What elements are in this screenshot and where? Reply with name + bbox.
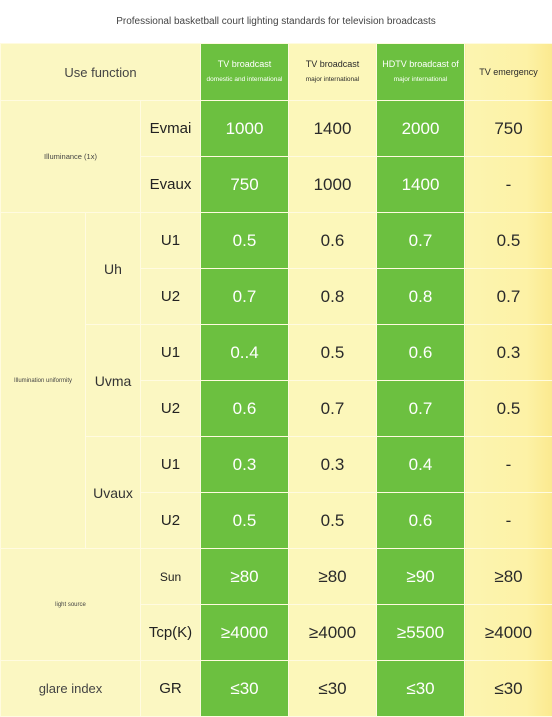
value-cell: 0.6	[201, 381, 289, 437]
value-cell: ≤30	[289, 661, 377, 717]
value-cell: -	[465, 493, 552, 549]
illuminance-label: Illuminance (1x)	[1, 101, 141, 213]
value-cell: ≥4000	[289, 605, 377, 661]
value-cell: ≥80	[465, 549, 552, 605]
metric-label: GR	[141, 661, 201, 717]
table-row: Illumination uniformity Uh U1 0.5 0.6 0.…	[1, 213, 552, 269]
metric-label: Evaux	[141, 157, 201, 213]
metric-label: U1	[141, 325, 201, 381]
uh-label: Uh	[86, 213, 141, 325]
value-cell: ≥4000	[201, 605, 289, 661]
metric-label: Tcp(K)	[141, 605, 201, 661]
value-cell: ≥4000	[465, 605, 552, 661]
light-source-label: light source	[1, 549, 141, 661]
value-cell: 0.3	[201, 437, 289, 493]
metric-label: Sun	[141, 549, 201, 605]
value-cell: 2000	[377, 101, 465, 157]
value-cell: 0.6	[289, 213, 377, 269]
value-cell: 0.5	[465, 213, 552, 269]
table-row: Illuminance (1x) Evmai 1000 1400 2000 75…	[1, 101, 552, 157]
value-cell: 1400	[289, 101, 377, 157]
value-cell: ≤30	[465, 661, 552, 717]
value-cell: 0.7	[377, 213, 465, 269]
value-cell: 0.7	[289, 381, 377, 437]
value-cell: ≥90	[377, 549, 465, 605]
table-row: glare index GR ≤30 ≤30 ≤30 ≤30	[1, 661, 552, 717]
value-cell: 0.8	[377, 269, 465, 325]
glare-label: glare index	[1, 661, 141, 717]
value-cell: 1000	[289, 157, 377, 213]
value-cell: -	[465, 437, 552, 493]
value-cell: 0.8	[289, 269, 377, 325]
value-cell: 750	[465, 101, 552, 157]
value-cell: 0.5	[289, 325, 377, 381]
value-cell: 0.6	[377, 493, 465, 549]
value-cell: 0.7	[465, 269, 552, 325]
metric-label: U1	[141, 437, 201, 493]
value-cell: 1000	[201, 101, 289, 157]
use-function-header: Use function	[1, 44, 201, 101]
value-cell: 0..4	[201, 325, 289, 381]
value-cell: -	[465, 157, 552, 213]
metric-label: Evmai	[141, 101, 201, 157]
metric-label: U2	[141, 269, 201, 325]
value-cell: 0.5	[201, 213, 289, 269]
value-cell: ≥5500	[377, 605, 465, 661]
column-header-4: TV emergency	[465, 44, 552, 101]
value-cell: 0.3	[289, 437, 377, 493]
value-cell: 1400	[377, 157, 465, 213]
uvaux-label: Uvaux	[86, 437, 141, 549]
table-row: light source Sun ≥80 ≥80 ≥90 ≥80	[1, 549, 552, 605]
value-cell: 0.5	[465, 381, 552, 437]
uniformity-label: Illumination uniformity	[1, 213, 86, 549]
value-cell: 0.7	[377, 381, 465, 437]
metric-label: U1	[141, 213, 201, 269]
value-cell: ≥80	[201, 549, 289, 605]
value-cell: 0.7	[201, 269, 289, 325]
metric-label: U2	[141, 493, 201, 549]
page-title: Professional basketball court lighting s…	[0, 0, 552, 44]
uvma-label: Uvma	[86, 325, 141, 437]
value-cell: 0.5	[289, 493, 377, 549]
value-cell: 0.6	[377, 325, 465, 381]
value-cell: ≤30	[377, 661, 465, 717]
value-cell: 750	[201, 157, 289, 213]
metric-label: U2	[141, 381, 201, 437]
value-cell: 0.5	[201, 493, 289, 549]
value-cell: 0.4	[377, 437, 465, 493]
value-cell: ≥80	[289, 549, 377, 605]
value-cell: ≤30	[201, 661, 289, 717]
value-cell: 0.3	[465, 325, 552, 381]
